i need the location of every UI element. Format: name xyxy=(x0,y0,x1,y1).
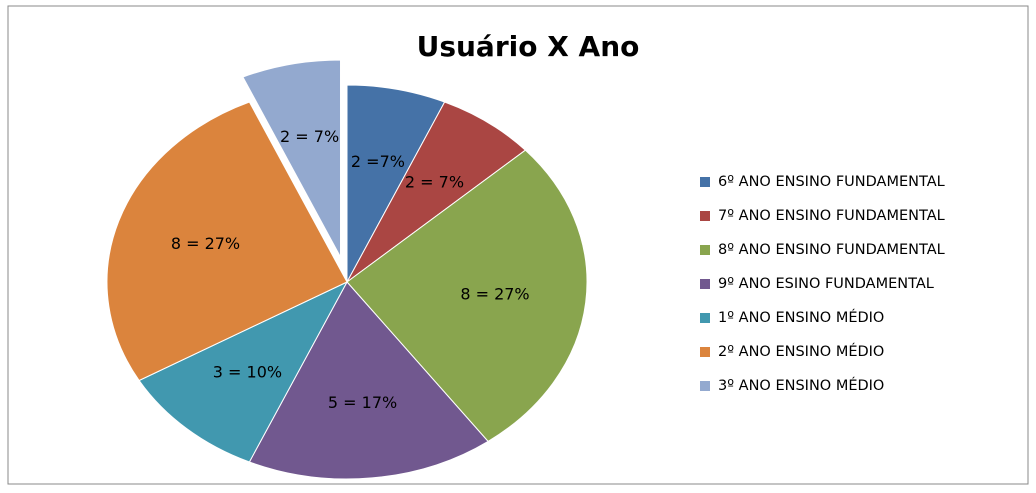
data-label: 2 =7% xyxy=(351,152,405,171)
pie-slice xyxy=(242,59,342,258)
legend-swatch xyxy=(700,245,710,255)
legend-label: 6º ANO ENSINO FUNDAMENTAL xyxy=(718,174,945,190)
legend-label: 2º ANO ENSINO MÉDIO xyxy=(718,343,884,360)
legend-label: 7º ANO ENSINO FUNDAMENTAL xyxy=(718,208,945,224)
data-label: 2 = 7% xyxy=(280,127,339,146)
legend-swatch xyxy=(700,381,710,391)
legend-swatch xyxy=(700,211,710,221)
data-label: 8 = 27% xyxy=(460,284,529,303)
legend-label: 9º ANO ESINO FUNDAMENTAL xyxy=(718,276,934,292)
legend-swatch xyxy=(700,347,710,357)
legend-label: 1º ANO ENSINO MÉDIO xyxy=(718,309,884,326)
pie-slice xyxy=(138,280,349,463)
chart-title: Usuário X Ano xyxy=(417,30,640,63)
data-label: 2 = 7% xyxy=(405,173,464,192)
legend-label: 3º ANO ENSINO MÉDIO xyxy=(718,377,884,394)
legend-swatch xyxy=(700,279,710,289)
pie-slice xyxy=(106,101,348,382)
legend-swatch xyxy=(700,313,710,323)
legend-label: 8º ANO ENSINO FUNDAMENTAL xyxy=(718,242,945,258)
data-label: 5 = 17% xyxy=(328,393,397,412)
legend-swatch xyxy=(700,177,710,187)
data-label: 3 = 10% xyxy=(213,362,282,381)
pie-slice xyxy=(248,281,489,480)
pie-slice xyxy=(346,149,588,443)
data-label: 8 = 27% xyxy=(171,234,240,253)
